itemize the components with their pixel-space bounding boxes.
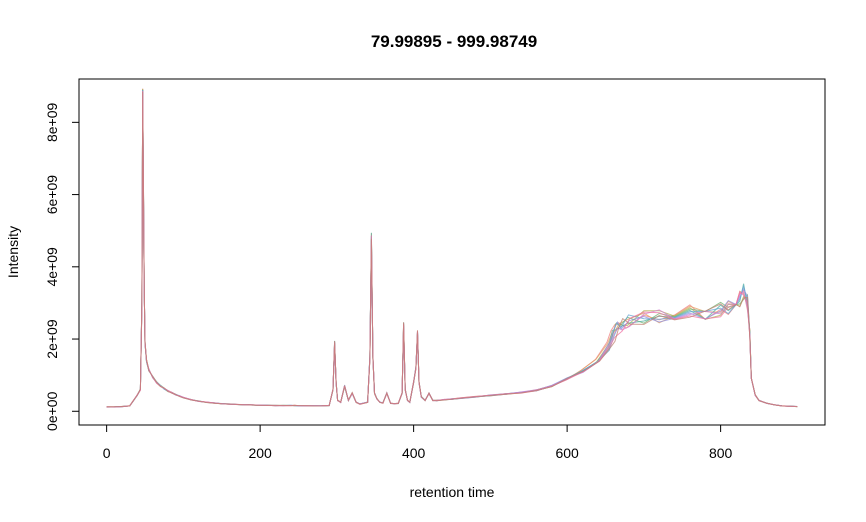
series-line-8 bbox=[106, 90, 798, 408]
plot-area-border bbox=[78, 78, 826, 426]
x-tick-label: 200 bbox=[248, 445, 272, 461]
series-line-5 bbox=[106, 89, 798, 408]
series-line-6 bbox=[106, 90, 798, 408]
series-line-3 bbox=[106, 89, 798, 408]
series-line-1 bbox=[106, 88, 798, 408]
y-tick-label: 6e+09 bbox=[44, 175, 60, 215]
series-line-2 bbox=[106, 88, 798, 408]
x-axis-label: retention time bbox=[410, 484, 495, 500]
y-tick-label: 8e+09 bbox=[44, 102, 60, 142]
y-tick-label: 2e+09 bbox=[44, 319, 60, 359]
x-tick-label: 600 bbox=[555, 445, 579, 461]
y-tick-label: 0e+00 bbox=[44, 391, 60, 431]
series-line-4 bbox=[106, 89, 798, 408]
series-line-9 bbox=[106, 91, 798, 408]
x-axis: 0 200 400 600 800 bbox=[103, 424, 733, 461]
x-tick-label: 0 bbox=[103, 445, 111, 461]
series-line-10 bbox=[106, 91, 798, 408]
y-tick-label: 4e+09 bbox=[44, 247, 60, 287]
y-axis: 0e+00 2e+09 4e+09 6e+09 8e+09 bbox=[44, 102, 80, 431]
x-tick-label: 400 bbox=[402, 445, 426, 461]
chart-title: 79.99895 - 999.98749 bbox=[371, 32, 537, 51]
series-line-7 bbox=[106, 90, 798, 408]
series-lines bbox=[106, 88, 798, 408]
y-axis-label: Intensity bbox=[5, 226, 21, 278]
x-tick-label: 800 bbox=[709, 445, 733, 461]
